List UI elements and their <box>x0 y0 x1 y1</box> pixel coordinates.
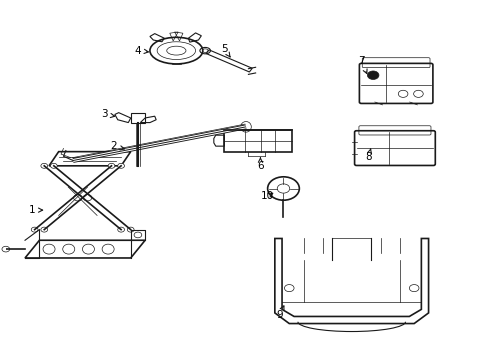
Text: 3: 3 <box>101 109 115 120</box>
Text: 6: 6 <box>257 158 263 171</box>
Circle shape <box>118 163 124 168</box>
Circle shape <box>2 246 10 252</box>
Circle shape <box>127 227 134 232</box>
Circle shape <box>83 194 92 201</box>
Text: 9: 9 <box>276 306 284 320</box>
Circle shape <box>118 227 124 232</box>
Circle shape <box>366 71 378 80</box>
Ellipse shape <box>240 122 251 132</box>
Text: 7: 7 <box>357 56 366 73</box>
Circle shape <box>50 163 57 168</box>
Circle shape <box>108 163 115 168</box>
Bar <box>224 130 291 152</box>
Text: 8: 8 <box>365 149 371 162</box>
Circle shape <box>41 227 47 232</box>
Text: 5: 5 <box>221 44 230 57</box>
Circle shape <box>41 163 47 168</box>
Text: 1: 1 <box>29 205 42 215</box>
Circle shape <box>31 227 38 232</box>
Text: 2: 2 <box>110 141 124 151</box>
Text: 10: 10 <box>261 191 274 201</box>
Circle shape <box>73 194 82 201</box>
Text: 4: 4 <box>134 46 148 56</box>
